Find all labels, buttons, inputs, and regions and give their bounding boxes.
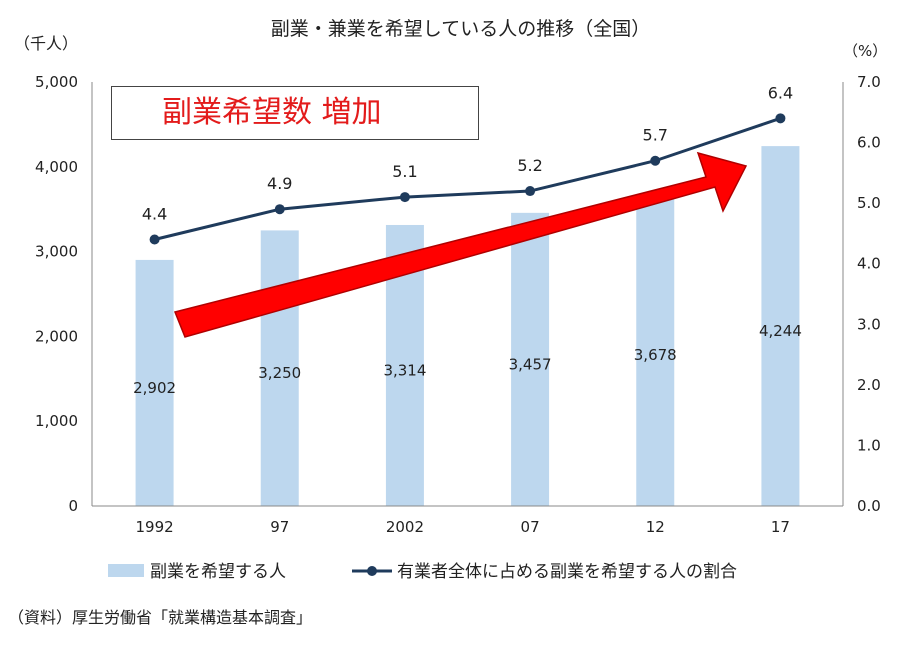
x-tick-label: 07 [521, 518, 540, 536]
line-point [149, 234, 160, 245]
bar-data-label: 4,244 [759, 322, 802, 340]
chart-title: 副業・兼業を希望している人の推移（全国） [270, 18, 651, 40]
legend-line-label: 有業者全体に占める副業を希望する人の割合 [397, 562, 737, 582]
left-tick-label: 5,000 [35, 73, 78, 91]
right-tick-label: 1.0 [857, 436, 881, 454]
legend-bar-swatch [108, 564, 144, 577]
line-point [274, 204, 285, 215]
bar-data-label: 3,678 [634, 346, 677, 364]
line-data-label: 5.7 [643, 126, 668, 145]
line-data-label: 5.2 [517, 156, 542, 175]
line-data-label: 4.9 [267, 174, 292, 193]
line-data-label: 4.4 [142, 204, 167, 223]
right-tick-label: 6.0 [857, 134, 881, 152]
line-path [154, 116, 781, 241]
bar-data-label: 3,314 [383, 361, 426, 379]
trend-arrow-layer [173, 151, 748, 338]
line-data-label: 6.4 [768, 83, 793, 102]
left-tick-label: 3,000 [35, 243, 78, 261]
x-axis: 1992 97 2002 07 12 17 [92, 505, 843, 536]
line-series: 4.4 4.9 5.1 5.2 5.7 6.4 [142, 83, 793, 245]
bar-data-label: 3,457 [509, 355, 552, 373]
line-point [525, 186, 536, 197]
left-tick-label: 2,000 [35, 327, 78, 345]
legend-bar-label: 副業を希望する人 [150, 562, 286, 582]
legend-line-marker [367, 566, 377, 576]
line-data-label: 5.1 [392, 162, 417, 181]
x-tick-label: 12 [646, 518, 665, 536]
source-note: （資料）厚生労働省「就業構造基本調査」 [8, 608, 313, 627]
right-axis: 0.0 1.0 2.0 3.0 4.0 5.0 6.0 7.0 [842, 73, 881, 515]
right-tick-label: 7.0 [857, 73, 881, 91]
bar [260, 230, 299, 506]
bar [636, 194, 675, 507]
bar-data-label: 2,902 [133, 379, 176, 397]
x-tick-label: 2002 [386, 518, 424, 536]
right-axis-unit: （%） [843, 42, 888, 60]
left-tick-label: 1,000 [35, 412, 78, 430]
bar [511, 212, 550, 506]
line-point [775, 113, 786, 124]
left-axis-unit: （千人） [14, 34, 79, 53]
bar-data-labels: 2,902 3,250 3,314 3,457 3,678 4,244 [133, 322, 802, 397]
left-tick-label: 0 [68, 497, 78, 515]
x-tick-label: 1992 [135, 518, 173, 536]
x-tick-label: 97 [270, 518, 289, 536]
x-tick-label: 17 [771, 518, 790, 536]
trend-arrow [173, 151, 748, 338]
bar-series [135, 146, 800, 507]
legend [108, 564, 392, 577]
bar-data-label: 3,250 [258, 364, 301, 382]
right-tick-label: 0.0 [857, 497, 881, 515]
annotation-box: 副業希望数 増加 [111, 86, 479, 140]
line-point [650, 155, 661, 166]
left-tick-label: 4,000 [35, 158, 78, 176]
right-tick-label: 5.0 [857, 194, 881, 212]
right-tick-label: 3.0 [857, 315, 881, 333]
right-tick-label: 2.0 [857, 376, 881, 394]
right-tick-label: 4.0 [857, 255, 881, 273]
bar [135, 259, 174, 506]
left-axis: 0 1,000 2,000 3,000 4,000 5,000 [35, 73, 93, 515]
bar [761, 146, 800, 506]
line-point [399, 192, 410, 203]
